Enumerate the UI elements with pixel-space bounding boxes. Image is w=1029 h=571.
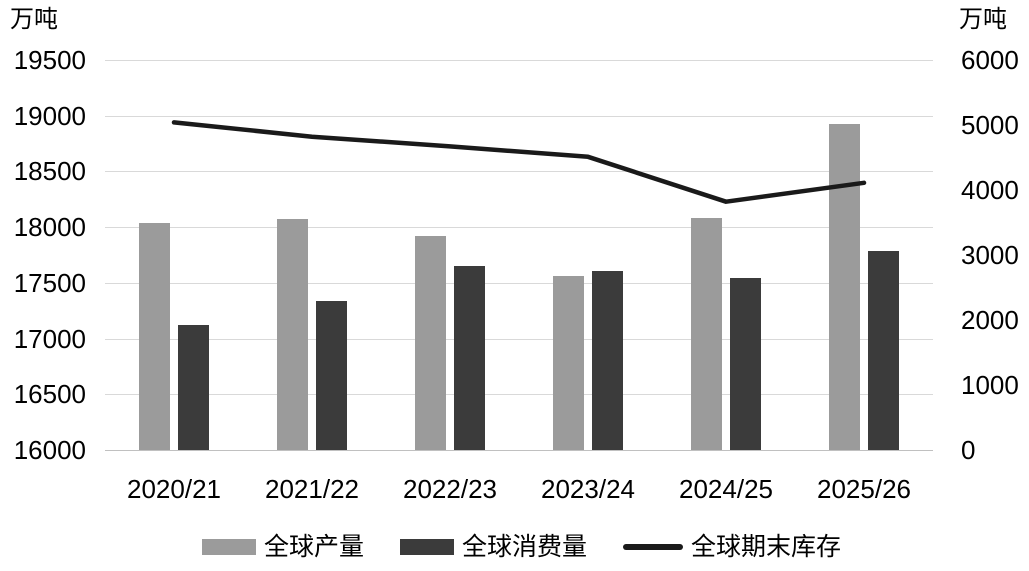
left-axis-tick-label: 17000: [13, 323, 86, 354]
left-axis-tick-label: 19000: [13, 100, 86, 131]
gridline: [105, 60, 933, 61]
bar-production: [691, 218, 722, 450]
x-axis-category-label: 2025/26: [817, 474, 911, 504]
x-axis-category-label: 2022/23: [403, 474, 497, 504]
x-axis-category-label: 2024/25: [679, 474, 773, 504]
bar-production: [829, 123, 860, 450]
legend-label-consumption: 全球消费量: [462, 533, 588, 561]
left-axis-tick-label: 19500: [13, 45, 86, 75]
gridline: [105, 282, 933, 284]
bar-consumption: [454, 266, 485, 450]
gridline: [105, 227, 933, 229]
legend-line-swatch-ending-stocks: [623, 544, 684, 550]
left-axis-title: 万吨: [10, 6, 58, 33]
bar-consumption: [868, 250, 899, 450]
legend-label-ending-stocks: 全球期末库存: [691, 533, 842, 561]
legend-label-production: 全球产量: [264, 533, 365, 561]
x-axis-category-label: 2021/22: [265, 474, 359, 504]
right-axis-tick-label: 0: [961, 435, 976, 465]
gridline: [105, 394, 933, 396]
ending-stocks-line: [171, 120, 867, 204]
right-axis-tick-label: 1000: [961, 370, 1019, 400]
legend-item-ending-stocks: 全球期末库存: [623, 532, 841, 562]
gridline: [105, 171, 933, 173]
right-axis-tick-label: 4000: [961, 175, 1019, 205]
right-axis-tick-label: 3000: [961, 240, 1019, 270]
legend-swatch-production: [202, 539, 256, 555]
bar-consumption: [316, 300, 347, 450]
gridline: [105, 338, 933, 340]
bar-consumption: [730, 278, 761, 450]
x-axis-category-label: 2020/21: [127, 474, 221, 504]
bar-production: [139, 222, 170, 450]
bar-consumption: [592, 270, 623, 450]
bar-production: [415, 236, 446, 450]
legend-swatch-consumption: [400, 539, 455, 555]
bar-consumption: [178, 325, 209, 450]
right-axis-tick-label: 2000: [961, 305, 1019, 335]
left-axis-tick-label: 16500: [13, 379, 86, 410]
left-axis-tick-label: 16000: [13, 435, 86, 465]
legend-item-production: 全球产量: [202, 532, 364, 562]
bar-production: [553, 276, 584, 450]
left-axis-tick-label: 18500: [13, 156, 86, 187]
left-axis-tick-label: 18000: [13, 212, 86, 243]
right-axis-tick-label: 5000: [961, 110, 1019, 140]
bar-production: [277, 219, 308, 450]
axis-baseline: [105, 450, 933, 451]
left-axis-tick-label: 17500: [13, 267, 86, 298]
x-axis-category-label: 2023/24: [541, 474, 635, 504]
gridline: [105, 115, 933, 117]
right-axis-title: 万吨: [959, 6, 1007, 33]
legend: 全球产量 全球消费量 全球期末库存: [202, 532, 841, 562]
right-axis-tick-label: 6000: [961, 45, 1019, 75]
legend-item-consumption: 全球消费量: [400, 532, 587, 562]
